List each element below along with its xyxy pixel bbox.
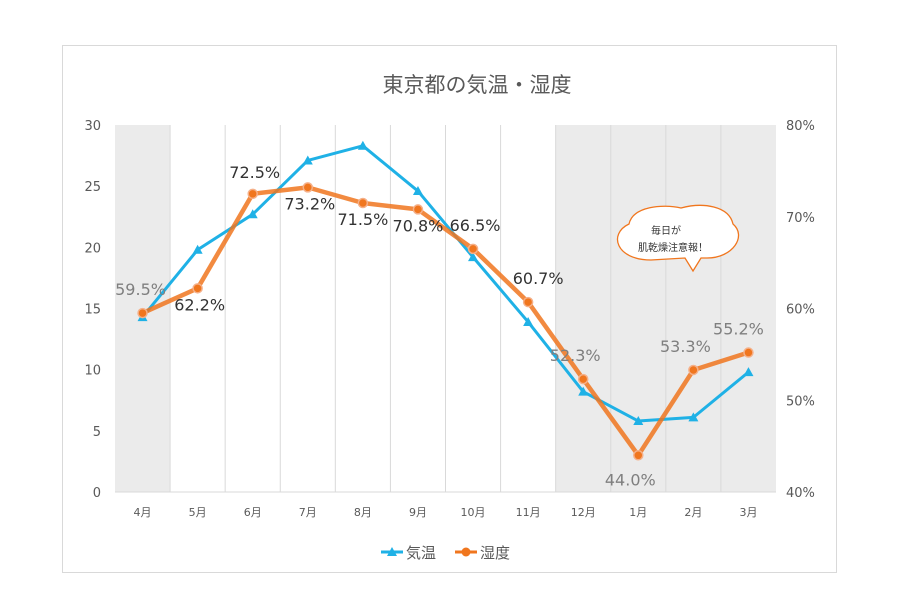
x-axis-tick-label: 12月 (571, 506, 596, 519)
x-axis-tick-label: 10月 (461, 506, 486, 519)
temperature-point (357, 140, 368, 150)
callout: 毎日が 肌乾燥注意報！ (616, 204, 740, 273)
x-axis-ticks: 4月 5月 6月 7月 8月 9月 10月 11月 12月 1月 2月 3月 (134, 506, 758, 519)
x-axis-tick-label: 7月 (299, 506, 317, 519)
humidity-data-label: 71.5% (337, 210, 388, 229)
callout-bubble (616, 204, 740, 273)
shade-band (720, 125, 776, 492)
temperature-point (247, 209, 258, 219)
left-axis-tick-label: 10 (84, 364, 101, 379)
x-axis-tick-label: 1月 (629, 506, 647, 519)
callout-text-line2: 肌乾燥注意報！ (638, 241, 708, 254)
temperature-line (141, 144, 750, 423)
chart-card: 東京都の気温・湿度 0 5 10 15 20 25 30 40% 50% 60% 70% 80% 4… (62, 45, 837, 573)
humidity-data-label: 66.5% (450, 216, 501, 235)
humidity-data-label: 55.2% (713, 320, 764, 339)
humidity-data-label: 73.2% (284, 194, 335, 213)
humidity-point (522, 296, 534, 308)
temperature-point (192, 244, 203, 254)
left-axis-tick-label: 20 (84, 241, 101, 256)
chart-svg: 東京都の気温・湿度 0 5 10 15 20 25 30 40% 50% 60% 70% 80% 4… (84, 73, 815, 562)
series-lines (137, 140, 754, 461)
humidity-data-label: 52.3% (550, 346, 601, 365)
x-axis-tick-label: 4月 (134, 506, 152, 519)
humidity-data-label: 62.2% (174, 295, 225, 314)
right-axis-tick-label: 40% (786, 486, 815, 501)
left-axis-tick-label: 15 (84, 303, 101, 318)
x-axis-tick-label: 5月 (189, 506, 207, 519)
humidity-data-label: 72.5% (229, 163, 280, 182)
legend: 気温 湿度 (381, 544, 510, 562)
legend-label: 湿度 (480, 544, 510, 562)
x-axis-tick-label: 6月 (244, 506, 262, 519)
legend-circle-marker (461, 547, 471, 557)
humidity-point (577, 373, 589, 385)
humidity-point (688, 364, 699, 376)
temperature-point (743, 367, 754, 377)
left-axis-tick-label: 30 (84, 119, 101, 134)
humidity-point (192, 283, 203, 294)
humidity-point (467, 243, 479, 255)
right-axis-tick-label: 50% (786, 394, 815, 409)
x-axis-tick-label: 8月 (354, 506, 372, 519)
shade-band (665, 125, 721, 492)
callout-text-line1: 毎日が (651, 224, 681, 237)
temperature-point (412, 186, 423, 196)
humidity-data-label: 70.8% (393, 216, 444, 235)
humidity-data-label: 60.7% (513, 269, 564, 288)
humidity-point (137, 307, 148, 319)
shade-band (610, 125, 666, 492)
legend-triangle-marker (387, 547, 397, 556)
temperature-point (523, 316, 534, 326)
x-axis-tick-label: 9月 (409, 506, 427, 519)
humidity-data-label: 44.0% (605, 470, 656, 489)
humidity-point (412, 204, 424, 215)
left-axis-ticks: 0 5 10 15 20 25 30 (84, 119, 101, 501)
humidity-line (140, 185, 751, 458)
temperature-point (578, 386, 589, 396)
right-axis-ticks: 40% 50% 60% 70% 80% (786, 119, 815, 501)
humidity-data-label: 53.3% (660, 337, 711, 356)
gridlines (115, 125, 776, 493)
temperature-point (688, 412, 699, 422)
data-labels: 59.5% 62.2% 72.5%73.2%71.5% 70.8% 66.5% 60.7%… (115, 163, 764, 489)
temperature-point (302, 155, 313, 165)
humidity-point (633, 450, 644, 461)
humidity-point (247, 188, 258, 200)
humidity-data-label: 59.5% (115, 280, 166, 299)
left-axis-tick-label: 0 (93, 486, 101, 501)
temperature-point (468, 252, 479, 262)
x-axis-tick-label: 3月 (739, 506, 757, 519)
x-axis-tick-label: 11月 (516, 506, 541, 519)
legend-label: 気温 (406, 544, 436, 562)
right-axis-tick-label: 80% (786, 119, 815, 134)
humidity-point (357, 197, 369, 209)
right-axis-tick-label: 70% (786, 211, 815, 226)
temperature-point (633, 416, 644, 426)
chart-title: 東京都の気温・湿度 (383, 73, 572, 97)
left-axis-tick-label: 25 (84, 180, 101, 195)
right-axis-tick-label: 60% (786, 303, 815, 318)
x-axis-tick-label: 2月 (684, 506, 702, 519)
humidity-point (302, 182, 314, 193)
shaded-bands (115, 125, 776, 492)
shade-band (555, 125, 611, 492)
humidity-point (743, 347, 754, 358)
left-axis-tick-label: 5 (93, 425, 101, 440)
